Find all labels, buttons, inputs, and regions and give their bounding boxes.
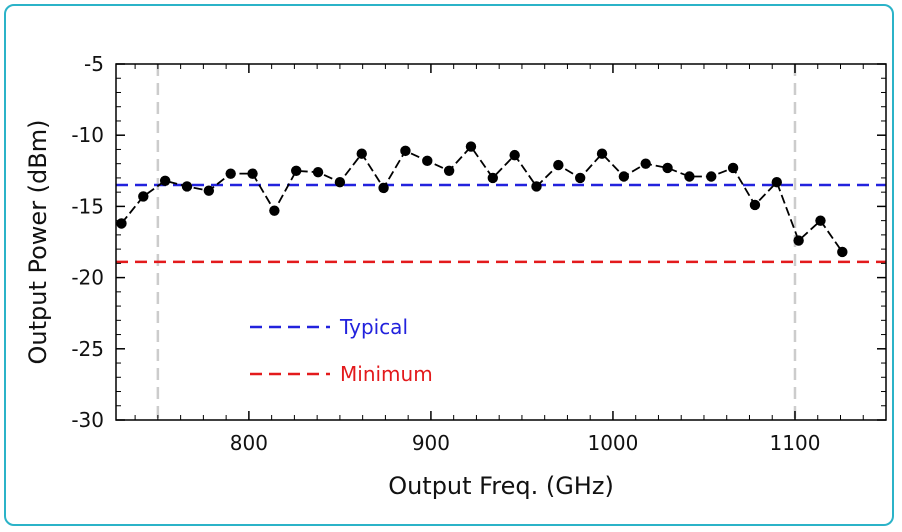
x-axis-title: Output Freq. (GHz): [388, 472, 614, 500]
data-point: [727, 162, 739, 174]
x-tick-label: 1100: [770, 431, 821, 455]
legend-label: Minimum: [340, 362, 433, 386]
data-point: [116, 218, 127, 229]
data-point: [596, 148, 608, 159]
data-point: [815, 215, 826, 226]
y-tick-label: -5: [84, 52, 104, 76]
data-point: [793, 235, 804, 246]
data-point: [138, 191, 149, 202]
chart-frame: [4, 4, 894, 526]
data-point: [356, 148, 367, 159]
series-line: [120, 145, 844, 253]
data-series: [116, 141, 848, 258]
reference-lines: [116, 183, 886, 264]
x-tick-label: 900: [412, 431, 450, 455]
y-axis-title: Output Power (dBm): [24, 120, 52, 365]
data-point: [247, 168, 258, 179]
axis-ticks: 800 900 1000 1100 -5 -10 -15 -20 -25 -30: [71, 52, 887, 455]
x-tick-label: 800: [230, 431, 268, 455]
data-point: [618, 171, 630, 182]
y-tick-label: -30: [71, 408, 104, 432]
data-point: [706, 171, 717, 182]
data-point: [662, 162, 673, 174]
data-point: [400, 145, 411, 157]
x-tick-label: 1000: [587, 431, 638, 455]
data-point: [531, 181, 542, 192]
y-tick-label: -15: [71, 194, 104, 218]
y-tick-label: -20: [71, 266, 104, 290]
y-tick-label: -10: [71, 123, 104, 147]
data-point: [553, 159, 564, 171]
data-point: [334, 176, 346, 188]
data-point: [465, 141, 477, 152]
data-point: [443, 165, 455, 176]
legend-label: Typical: [339, 315, 408, 339]
data-point: [159, 175, 171, 186]
data-point: [640, 158, 651, 169]
data-point: [749, 199, 761, 211]
data-point: [837, 246, 848, 258]
y-tick-label: -25: [71, 337, 104, 361]
data-point: [225, 168, 236, 179]
data-point: [291, 165, 302, 176]
data-point: [574, 172, 586, 184]
data-point: [181, 181, 193, 192]
data-point: [684, 171, 695, 182]
plot-area-border: [115, 63, 887, 421]
data-point: [771, 176, 782, 188]
data-point: [422, 155, 433, 167]
legend: Typical Minimum: [250, 315, 433, 386]
data-point: [269, 205, 280, 216]
data-point: [509, 149, 520, 161]
band-edge-lines: [156, 64, 797, 420]
data-point: [203, 185, 215, 196]
data-point: [487, 172, 499, 184]
data-point: [378, 182, 389, 194]
data-point: [312, 167, 324, 178]
